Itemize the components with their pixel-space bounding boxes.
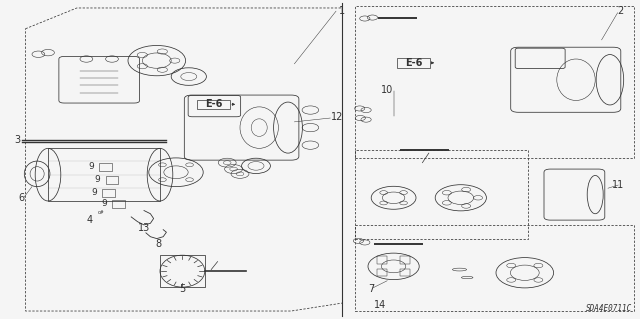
- Text: SDA4E0711C: SDA4E0711C: [586, 304, 632, 313]
- Text: E-6: E-6: [404, 58, 422, 68]
- Bar: [160, 255, 205, 287]
- Text: 9: 9: [101, 199, 107, 208]
- Bar: [400, 269, 410, 276]
- Text: 14: 14: [374, 300, 387, 310]
- Text: 9: 9: [88, 162, 94, 171]
- Text: 8: 8: [156, 239, 162, 249]
- Text: 3: 3: [14, 135, 20, 145]
- Text: 9: 9: [92, 188, 97, 197]
- Bar: [112, 200, 125, 208]
- Text: E-6: E-6: [205, 99, 223, 109]
- Text: 11: 11: [612, 180, 624, 190]
- Text: 6: 6: [18, 193, 24, 203]
- Bar: [377, 256, 387, 264]
- Text: 5: 5: [179, 284, 186, 294]
- Text: 7: 7: [368, 284, 374, 294]
- Text: 1: 1: [339, 5, 346, 16]
- Text: 12: 12: [331, 112, 343, 122]
- Bar: [355, 6, 634, 158]
- Bar: [48, 148, 160, 201]
- Text: 4: 4: [86, 215, 93, 225]
- Bar: [355, 225, 634, 311]
- Bar: [106, 176, 118, 184]
- Text: c#: c#: [98, 210, 104, 215]
- Bar: [400, 256, 410, 264]
- Text: 13: 13: [138, 223, 150, 233]
- Bar: [355, 150, 528, 239]
- Text: 10: 10: [381, 85, 393, 95]
- Text: 9: 9: [95, 175, 100, 184]
- Text: 2: 2: [618, 6, 624, 16]
- Bar: [99, 163, 112, 171]
- Bar: [102, 189, 115, 197]
- Bar: [377, 269, 387, 276]
